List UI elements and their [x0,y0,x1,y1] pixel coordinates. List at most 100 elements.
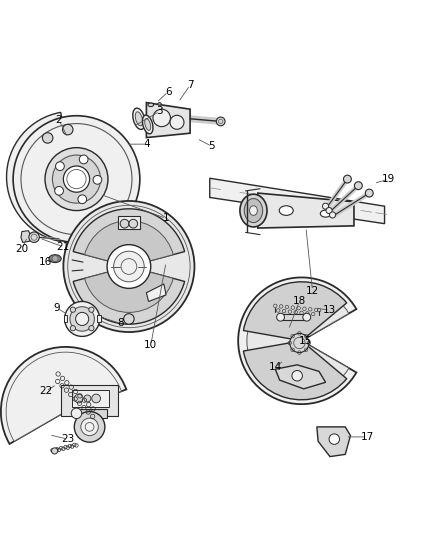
Circle shape [124,314,134,324]
Circle shape [120,219,129,228]
Ellipse shape [148,103,154,107]
Wedge shape [7,112,72,241]
Circle shape [55,187,63,195]
Text: 4: 4 [143,139,150,149]
Wedge shape [85,266,173,312]
Text: 8: 8 [117,318,124,328]
Polygon shape [146,284,166,302]
Circle shape [68,205,190,328]
Circle shape [153,109,170,127]
Circle shape [45,148,108,211]
Text: 12: 12 [306,286,319,295]
Circle shape [89,307,94,312]
Circle shape [365,189,373,197]
Bar [64,316,67,322]
Text: 18: 18 [293,296,306,306]
Text: 10: 10 [144,340,157,350]
Ellipse shape [320,210,331,217]
Circle shape [93,175,102,184]
Wedge shape [73,266,185,324]
Text: 2: 2 [55,115,62,125]
Circle shape [290,333,309,353]
Bar [118,216,140,229]
Circle shape [354,182,362,190]
Ellipse shape [279,206,293,215]
Wedge shape [243,282,347,341]
Circle shape [323,203,329,209]
Ellipse shape [135,112,142,126]
Bar [76,408,107,418]
Circle shape [65,302,100,336]
Circle shape [76,312,89,326]
Circle shape [79,155,88,164]
Text: 3: 3 [156,107,163,116]
Wedge shape [247,286,349,395]
Wedge shape [85,221,173,266]
Text: 7: 7 [187,80,194,90]
Text: 13: 13 [323,305,336,315]
Circle shape [42,133,53,143]
Ellipse shape [158,103,161,105]
Circle shape [13,116,140,243]
Circle shape [292,370,302,381]
Circle shape [114,251,144,282]
Circle shape [129,219,138,228]
Circle shape [84,395,91,402]
Circle shape [81,418,98,435]
Circle shape [21,124,132,235]
Text: 20: 20 [15,244,28,254]
Wedge shape [6,352,121,441]
Circle shape [62,124,73,135]
Circle shape [74,411,105,442]
Ellipse shape [145,118,151,131]
Wedge shape [73,209,185,266]
Circle shape [29,232,39,243]
Circle shape [170,115,184,130]
Circle shape [343,175,351,183]
Wedge shape [238,277,357,404]
Polygon shape [146,103,190,138]
Circle shape [70,326,76,331]
Wedge shape [243,341,347,400]
Text: 5: 5 [208,141,215,151]
Wedge shape [1,347,126,444]
Text: 1: 1 [163,213,170,223]
Bar [97,316,101,322]
Text: 15: 15 [299,336,312,346]
Circle shape [55,162,64,171]
Circle shape [52,448,58,454]
Polygon shape [21,231,31,243]
Text: 22: 22 [39,386,52,396]
Ellipse shape [49,255,61,263]
Circle shape [326,207,332,214]
Circle shape [70,307,76,312]
Polygon shape [210,178,385,224]
Text: 16: 16 [39,257,52,267]
Polygon shape [61,385,118,416]
Circle shape [70,306,94,331]
Polygon shape [258,193,354,228]
Ellipse shape [142,115,153,134]
Circle shape [74,394,83,403]
Text: 17: 17 [361,432,374,442]
Circle shape [78,195,87,204]
Circle shape [92,394,101,403]
Circle shape [107,245,151,288]
Circle shape [63,201,194,332]
Text: 23: 23 [61,434,74,444]
Ellipse shape [244,199,263,223]
Bar [72,390,109,407]
Bar [281,314,306,320]
Circle shape [63,166,90,192]
Circle shape [52,256,58,262]
Polygon shape [317,427,350,457]
Ellipse shape [240,194,267,227]
Text: 9: 9 [53,303,60,313]
Circle shape [277,313,284,321]
Text: 19: 19 [382,174,395,184]
Circle shape [216,117,225,126]
Circle shape [329,434,340,445]
Text: 14: 14 [269,362,282,372]
Circle shape [71,408,82,418]
Polygon shape [275,365,326,389]
